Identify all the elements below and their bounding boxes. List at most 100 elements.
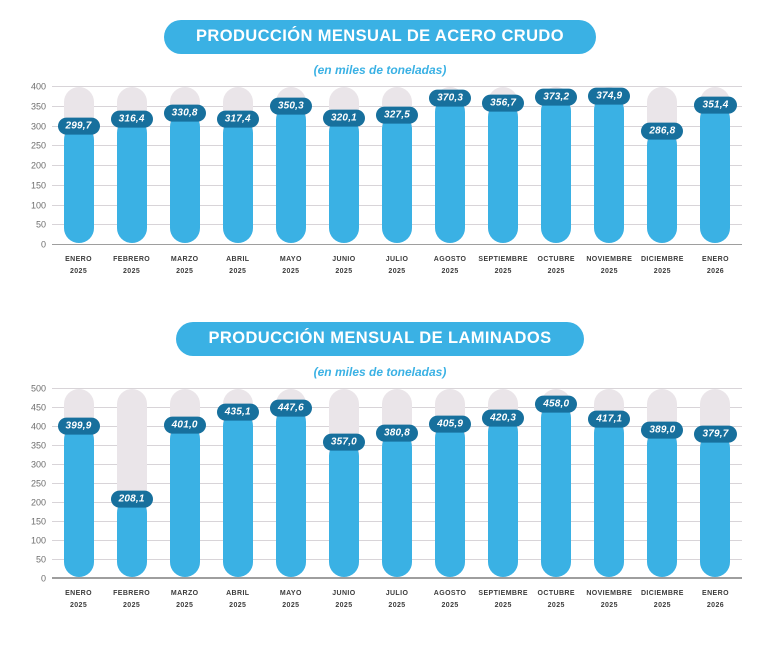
- bar: [594, 94, 625, 243]
- x-label-month: NOVIEMBRE: [586, 256, 633, 263]
- y-tick-label: 500: [30, 383, 46, 394]
- value-badge: 405,9: [429, 415, 472, 433]
- bar: [328, 116, 359, 243]
- x-label: OCTUBRE 2025: [530, 588, 583, 612]
- bar-track: 374,9: [583, 87, 636, 245]
- x-label: AGOSTO 2025: [424, 254, 477, 278]
- x-label-month: DICIEMBRE: [640, 256, 684, 263]
- value-badge: 370,3: [429, 89, 472, 107]
- bar-track: 317,4: [211, 87, 264, 245]
- bar-track: 351,4: [689, 87, 742, 245]
- bar: [222, 411, 253, 577]
- x-label-month: MAYO: [279, 256, 302, 263]
- x-label: ENERO 2026: [689, 254, 742, 278]
- x-label-year: 2025: [600, 267, 618, 275]
- gridline: [52, 86, 742, 87]
- x-label-year: 2025: [335, 601, 353, 609]
- chart-laminados: PRODUCCIÓN MENSUAL DE LAMINADOS (en mile…: [18, 278, 742, 612]
- bar-track: 401,0: [158, 388, 211, 579]
- x-label-year: 2026: [706, 267, 725, 275]
- bar: [647, 129, 678, 243]
- value-badge: 379,7: [694, 425, 737, 443]
- value-badge: 208,1: [110, 490, 153, 508]
- x-label: FEBRERO 2025: [105, 254, 158, 278]
- y-axis: 500 450 400 350 300 250 200 150 100 50 0: [18, 384, 52, 583]
- x-label: DICIEMBRE 2025: [636, 254, 689, 278]
- bar-track: 299,7: [52, 87, 105, 245]
- x-label-year: 2025: [388, 601, 406, 609]
- bar-track: 380,8: [370, 388, 423, 579]
- x-label-year: 2025: [282, 267, 300, 275]
- x-axis-line: [52, 577, 742, 579]
- value-badge: 327,5: [375, 106, 419, 124]
- bar: [328, 441, 359, 577]
- x-label-month: MARZO: [170, 589, 199, 597]
- x-label: FEBRERO 2025: [105, 588, 158, 612]
- x-label: NOVIEMBRE 2025: [583, 588, 636, 612]
- x-label: NOVIEMBRE 2025: [583, 254, 636, 278]
- x-label-month: AGOSTO: [433, 589, 467, 597]
- bar: [382, 432, 412, 577]
- bar: [488, 417, 519, 577]
- bar: [116, 118, 147, 243]
- x-label-month: ENERO: [65, 256, 92, 263]
- value-badge: 417,1: [588, 410, 631, 428]
- bar-track: 330,8: [158, 87, 211, 245]
- bar: [169, 112, 200, 243]
- plot-row: 500 450 400 350 300 250 200 150 100 50 0 399,9 208,…: [18, 384, 742, 583]
- bar-track: 420,3: [477, 388, 530, 579]
- x-label-month: OCTUBRE: [537, 589, 575, 597]
- value-badge: 373,2: [535, 88, 578, 106]
- value-badge: 399,9: [57, 417, 100, 435]
- x-label-year: 2025: [441, 601, 459, 609]
- bar-track: 458,0: [530, 388, 583, 579]
- x-label-year: 2025: [123, 601, 141, 609]
- y-tick-label: 250: [30, 478, 46, 489]
- bar: [541, 402, 572, 577]
- x-label: JULIO 2025: [370, 588, 423, 612]
- value-badge: 401,0: [163, 417, 206, 435]
- x-label-month: NOVIEMBRE: [586, 589, 633, 597]
- y-tick-label: 100: [30, 200, 46, 210]
- x-label-year: 2025: [547, 601, 565, 609]
- y-tick-label: 200: [30, 497, 46, 508]
- x-label-year: 2025: [229, 601, 247, 609]
- x-label-month: ENERO: [702, 589, 729, 597]
- bars: 399,9 208,1 401,0 435,1 447,6 357,0 380,8 405,9…: [52, 388, 742, 579]
- x-label-year: 2025: [123, 267, 141, 275]
- bar-track: 435,1: [211, 388, 264, 579]
- x-label-month: ABRIL: [226, 589, 250, 597]
- chart-acero-crudo: PRODUCCIÓN MENSUAL DE ACERO CRUDO (en mi…: [18, 0, 742, 278]
- x-label-month: FEBRERO: [113, 589, 151, 597]
- x-label-month: MARZO: [170, 256, 199, 263]
- x-label: ENERO 2026: [689, 588, 742, 612]
- y-tick-label: 300: [30, 121, 46, 131]
- x-label-month: AGOSTO: [433, 256, 467, 263]
- x-label: MARZO 2025: [158, 254, 211, 278]
- x-label: ENERO 2025: [52, 588, 105, 612]
- y-tick-label: 300: [30, 459, 46, 470]
- y-tick-label: 50: [35, 554, 46, 565]
- x-labels: ENERO 2025 FEBRERO 2025 MARZO 2025 ABRIL 2025 MA…: [52, 588, 742, 612]
- x-label: SEPTIEMBRE 2025: [477, 588, 530, 612]
- bar-track: 370,3: [424, 87, 477, 245]
- y-tick-label: 250: [30, 140, 46, 151]
- x-label-year: 2025: [388, 267, 406, 275]
- bar: [435, 96, 466, 243]
- value-badge: 374,9: [588, 87, 631, 105]
- value-badge: 316,4: [110, 110, 153, 128]
- bar: [169, 424, 200, 577]
- bar: [700, 104, 731, 243]
- x-label: MARZO 2025: [158, 588, 211, 612]
- y-tick-label: 0: [40, 239, 46, 250]
- x-label: AGOSTO 2025: [424, 588, 477, 612]
- value-badge: 357,0: [322, 433, 365, 451]
- value-badge: 299,7: [57, 117, 100, 135]
- y-tick-label: 100: [30, 535, 46, 546]
- value-badge: 320,1: [322, 109, 365, 127]
- x-label: JULIO 2025: [370, 254, 423, 278]
- x-label: OCTUBRE 2025: [530, 254, 583, 278]
- bar: [63, 424, 94, 577]
- value-badge: 447,6: [269, 399, 312, 417]
- bar-track: 327,5: [370, 87, 423, 245]
